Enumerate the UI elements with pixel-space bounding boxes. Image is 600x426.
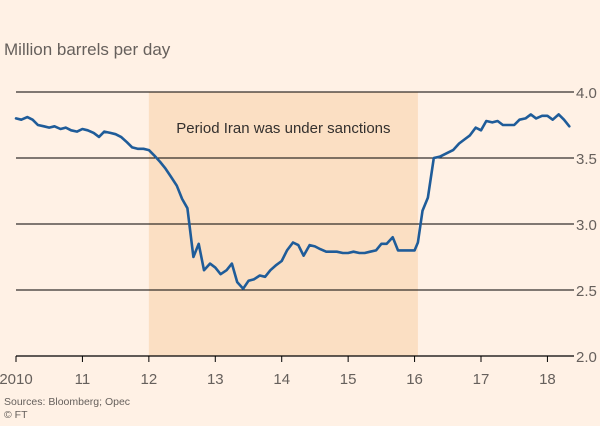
y-axis-title: Million barrels per day — [4, 40, 171, 59]
y-tick-label: 2.0 — [576, 349, 597, 366]
y-tick-label: 2.5 — [576, 283, 597, 300]
x-tick-label: 16 — [406, 371, 423, 388]
x-tick-label: 11 — [75, 371, 91, 388]
x-tick-label: 15 — [340, 371, 357, 388]
copyright-note: © FT — [4, 409, 28, 421]
sanctions-period-label: Period Iran was under sanctions — [176, 120, 390, 137]
x-tick-label: 14 — [273, 371, 290, 388]
chart-footer: Sources: Bloomberg; Opec © FT — [4, 396, 130, 422]
x-tick-label: 17 — [473, 371, 490, 388]
x-tick-label: 2010 — [0, 371, 33, 388]
x-tick-label: 12 — [141, 371, 158, 388]
series-line — [14, 113, 571, 290]
x-tick-label: 18 — [539, 371, 556, 388]
sources-note: Sources: Bloomberg; Opec — [4, 396, 131, 408]
y-tick-label: 3.0 — [576, 217, 597, 234]
y-tick-label: 4.0 — [576, 85, 597, 102]
y-tick-labels: 2.0 2.5 3.0 3.5 4.0 — [576, 85, 597, 366]
x-tick-label: 13 — [207, 371, 224, 388]
x-tick-labels: 2010 11 12 13 14 15 16 17 18 — [0, 356, 556, 388]
series-group — [14, 113, 571, 290]
y-tick-label: 3.5 — [576, 151, 597, 168]
